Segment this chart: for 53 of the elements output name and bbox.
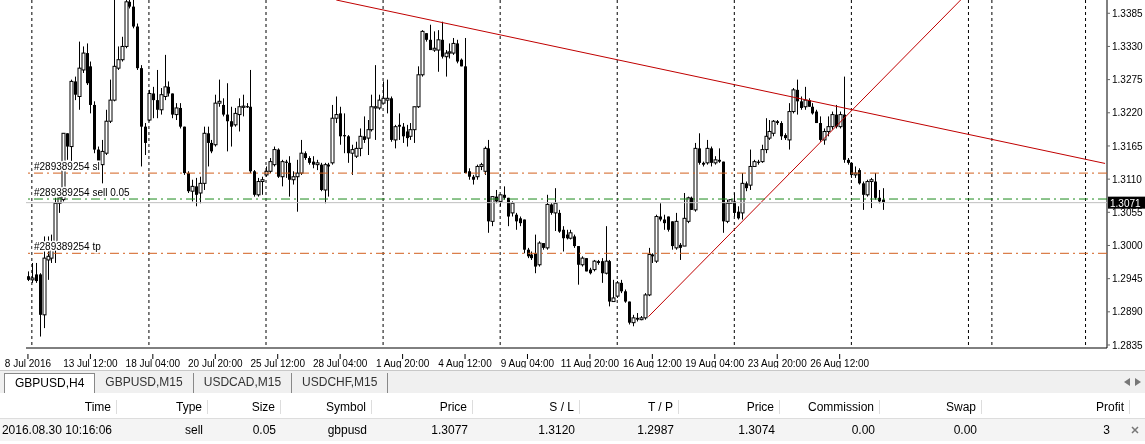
x-tick-label: 13 Jul 12:00 [63, 358, 119, 369]
x-tick-label: 25 Jul 12:00 [250, 358, 306, 369]
text: 3 [1102, 423, 1111, 437]
text: T / P [580, 400, 679, 414]
y-tick-label: 1.2835 [1112, 339, 1144, 351]
text: sell [184, 423, 204, 437]
y-tick-label: 1.3000 [1112, 240, 1144, 252]
candlestick [226, 82, 229, 152]
candlestick [347, 134, 350, 164]
text: Size [208, 400, 281, 414]
text: 0.00 [850, 423, 876, 437]
text: Price [372, 400, 473, 414]
y-tick-label: 1.3220 [1112, 107, 1144, 119]
text: Symbol [281, 400, 372, 414]
y-tick-label: 1.2890 [1112, 306, 1144, 318]
text: gbpusd [326, 423, 368, 437]
text: 0.00 [952, 423, 978, 437]
candlestick [132, 0, 135, 29]
text: Price [679, 400, 780, 414]
text: 1.3120 [537, 423, 576, 437]
text: 2016.08.30 10:16:06 [0, 423, 113, 437]
text: 1.3074 [737, 423, 776, 437]
y-tick-label: 1.3330 [1112, 40, 1144, 52]
ref-line-label: 1.3071 [1110, 197, 1142, 209]
text: S / L [473, 400, 580, 414]
text: Time [0, 400, 117, 414]
text: Type [117, 400, 208, 414]
x-tick-label: 28 Jul 04:00 [312, 358, 368, 369]
text: 0.05 [251, 423, 277, 437]
candlestick [780, 120, 783, 141]
text: Swap [880, 400, 982, 414]
candlestick [402, 122, 405, 144]
y-tick-label: 1.3275 [1112, 74, 1144, 86]
x-tick-label: 20 Jul 20:00 [188, 358, 243, 369]
text: GBPUSD,M15 [95, 373, 194, 393]
text: USDCAD,M15 [193, 373, 293, 393]
y-tick-label: 1.2945 [1112, 273, 1144, 285]
candlestick [429, 24, 432, 51]
text: USDCHF,M15 [292, 373, 389, 393]
text: Profit [982, 400, 1130, 414]
y-tick-label: 1.3110 [1112, 173, 1143, 185]
y-tick-label: 1.3055 [1112, 206, 1144, 218]
candlestick [237, 97, 242, 132]
candlestick [601, 257, 604, 284]
ref-line-label: #289389254 sell 0.05 [34, 187, 131, 199]
y-tick-label: 1.3385 [1112, 7, 1144, 19]
text: 1.2987 [636, 423, 675, 437]
x-tick-label: 8 Jul 2016 [4, 358, 52, 369]
y-tick-label: 1.3165 [1112, 140, 1144, 152]
x-tick-label: 18 Jul 04:00 [125, 358, 181, 369]
text: 1.3077 [430, 423, 469, 437]
candlestick [432, 30, 437, 53]
text: Commission [780, 400, 880, 414]
